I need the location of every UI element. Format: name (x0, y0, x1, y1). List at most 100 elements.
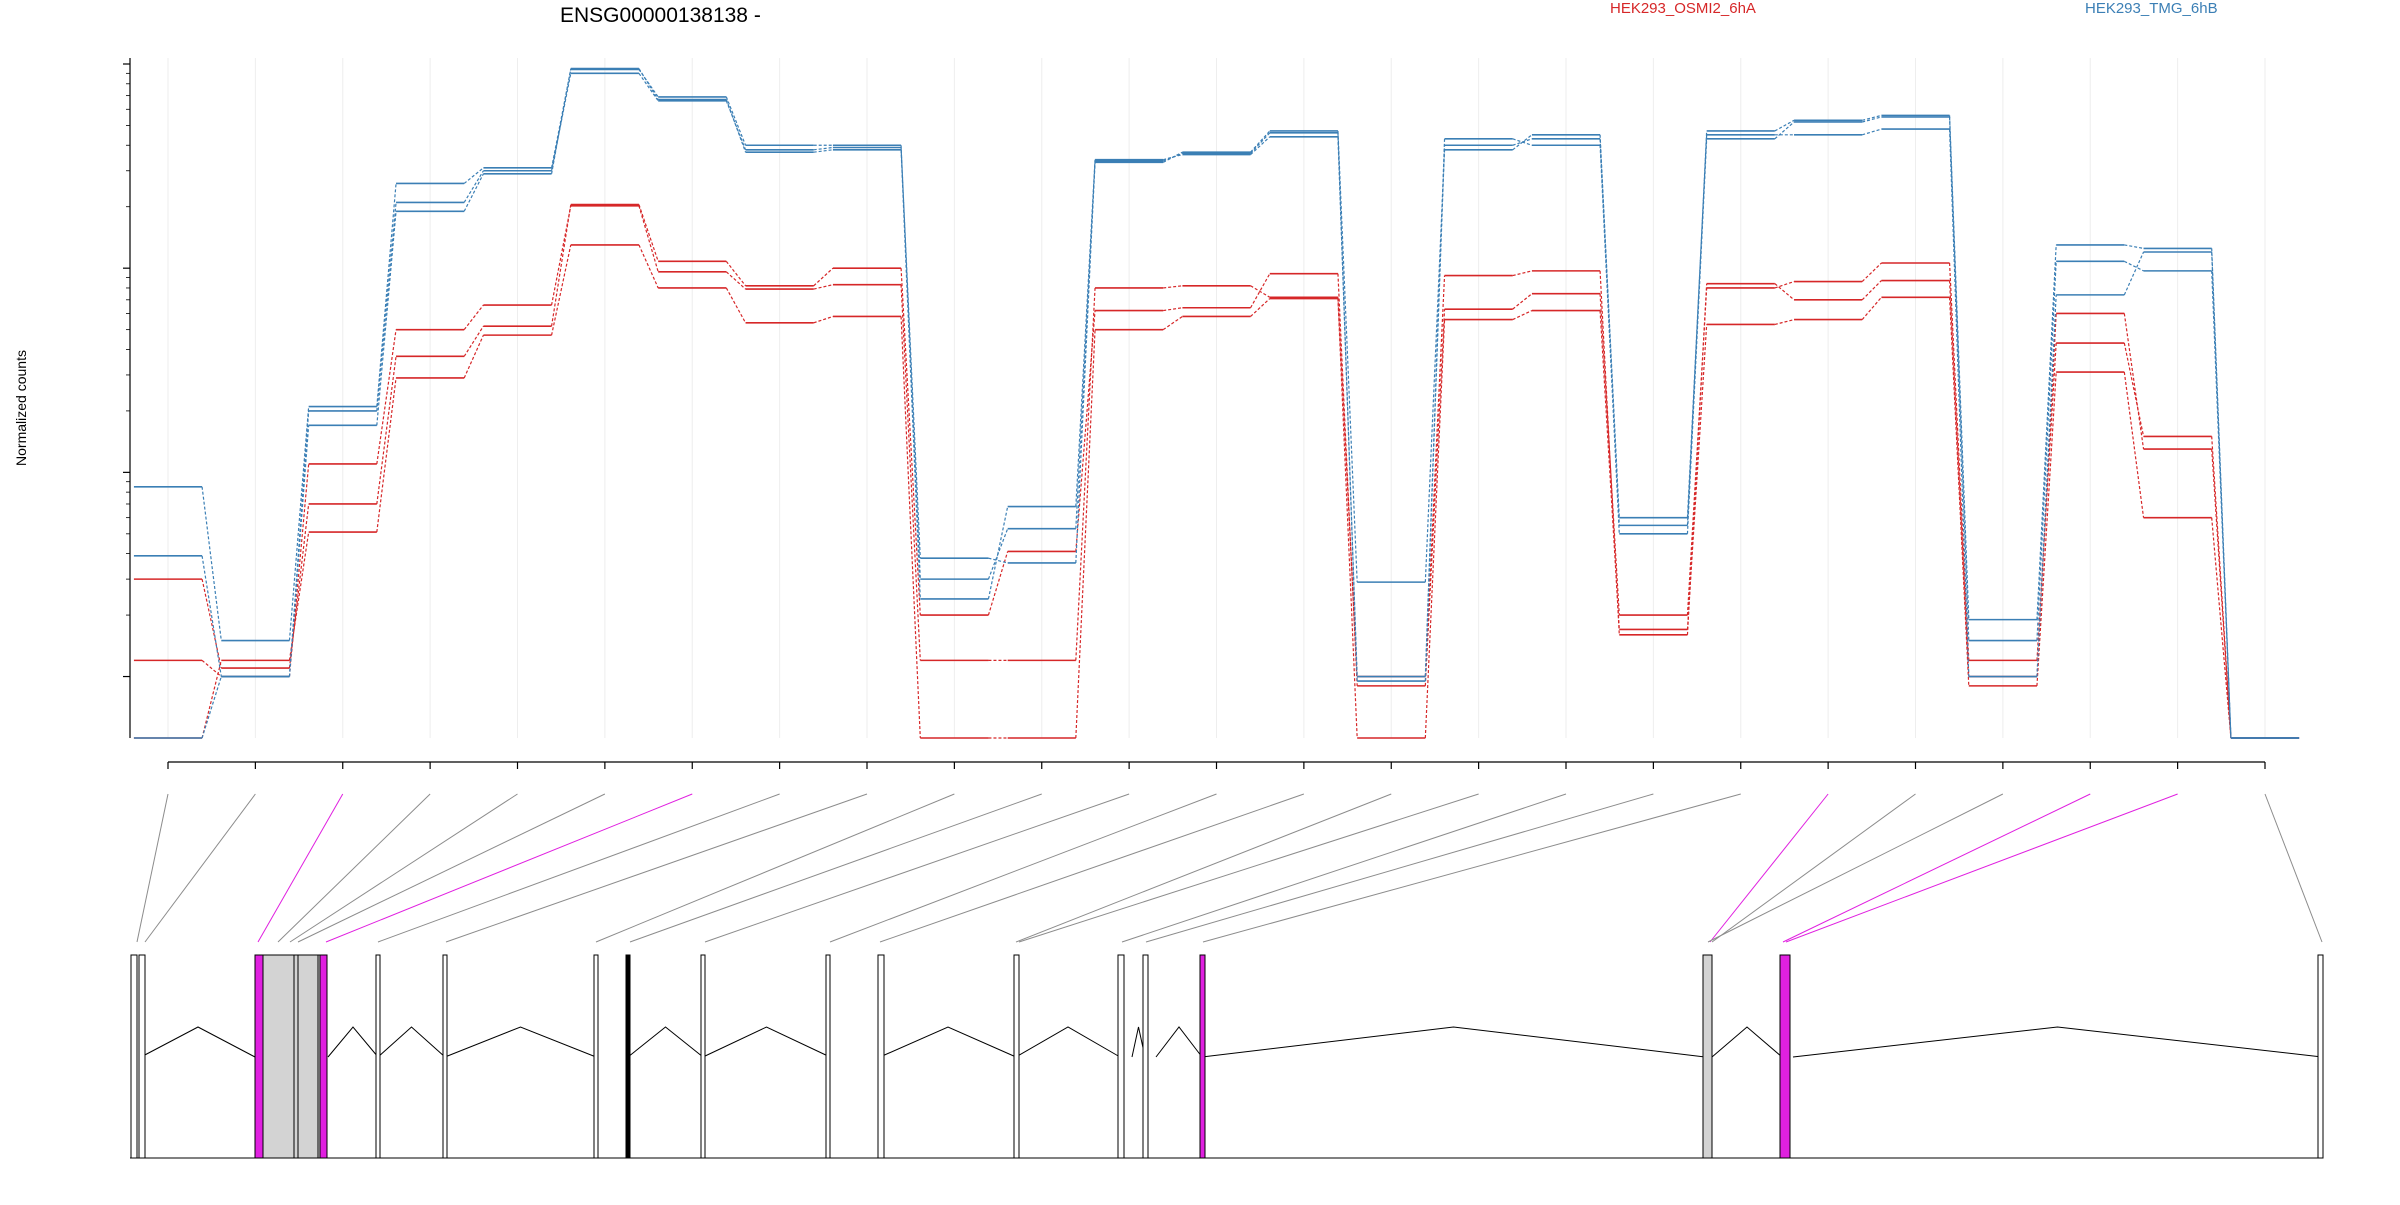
series-transition (201, 676, 222, 739)
exon-box (2317, 954, 2324, 1159)
exon-connector-E007 (325, 793, 693, 943)
series-transition (1163, 285, 1183, 289)
intron-line (377, 1026, 446, 1058)
exon-connector-E017 (1121, 793, 1567, 943)
series-transition (1512, 138, 1533, 146)
exon-connector-E003 (257, 793, 344, 943)
exon-connector-E012 (704, 793, 1130, 943)
series-transition (1337, 132, 1358, 682)
exon-box (254, 954, 264, 1159)
legend-entry-osmi2: HEK293_OSMI2_6hA (1610, 0, 1756, 17)
exon-connector-E002 (144, 793, 256, 943)
series-transition (1250, 136, 1271, 156)
exon-box (262, 954, 321, 1159)
series-transition (1424, 145, 1446, 682)
exon-box (825, 954, 831, 1159)
series-transition (2124, 244, 2144, 249)
series-transition (201, 660, 222, 739)
series-transition (201, 486, 222, 641)
series-transition (2036, 342, 2057, 661)
series-transition (1337, 298, 1358, 739)
series-transition (550, 205, 572, 306)
series-transition (2211, 270, 2232, 739)
intron-line (879, 1026, 1017, 1058)
series-transition (638, 244, 659, 289)
exon-box (625, 954, 631, 1159)
series-transition (725, 100, 747, 151)
series-transition (463, 173, 484, 212)
series-transition (463, 325, 484, 357)
series-transition (201, 578, 222, 669)
series-transition (1861, 262, 1882, 282)
series-transition (725, 99, 747, 153)
exon-box (375, 954, 381, 1159)
exon-connector-E019 (1202, 793, 1741, 943)
connector-layer (136, 793, 2323, 943)
series-transition (1337, 130, 1358, 583)
series-transition (1424, 319, 1446, 739)
intron-line (1201, 1026, 1706, 1058)
series-transition (201, 555, 222, 677)
series-transition (1250, 298, 1271, 317)
series-transition (1162, 152, 1183, 162)
grid-layer (167, 58, 2266, 738)
exon-connector-E025 (2264, 793, 2323, 943)
exon-box (319, 954, 328, 1159)
series-transition (638, 205, 659, 272)
series-transition (1948, 280, 1970, 677)
series-transition (463, 167, 484, 184)
series-transition (1250, 130, 1271, 153)
series-transition (1686, 283, 1708, 635)
series-transition (1599, 270, 1620, 635)
series-transition (1424, 149, 1446, 583)
intron-line (1155, 1026, 1203, 1058)
series-transition (1512, 293, 1533, 310)
series-transition (1075, 159, 1096, 507)
series-transition (813, 284, 834, 290)
series-transition (288, 410, 310, 677)
series-transition (1774, 280, 1795, 289)
series-transition (2036, 244, 2057, 620)
series-transition (550, 204, 572, 327)
exon-connector-E018 (1145, 793, 1654, 943)
series-transition (987, 506, 1009, 600)
series-transition (2036, 371, 2057, 686)
series-transition (1862, 128, 1882, 136)
series-transition (638, 72, 659, 102)
exon-box (700, 954, 706, 1159)
series-transition (1686, 134, 1708, 518)
exon-connector-E009 (445, 793, 868, 943)
series-transition (813, 267, 834, 287)
intron-line (1792, 1026, 2323, 1058)
intron-line (444, 1026, 597, 1058)
series-transition (1424, 275, 1446, 677)
series-transition (1686, 324, 1708, 630)
legend-entry-tmg: HEK293_TMG_6hB (2085, 0, 2218, 17)
series-transition (1862, 116, 1882, 123)
series-transition (1599, 138, 1620, 518)
series-transition (813, 146, 833, 151)
series-transition (725, 271, 746, 290)
exon-connector-E022 (1707, 793, 2004, 943)
series-transition (1075, 160, 1096, 563)
series-layer (133, 67, 2300, 739)
exon-connector-E013 (829, 793, 1217, 943)
series-transition (2211, 517, 2232, 739)
series-transition (1861, 296, 1882, 320)
series-transition (2211, 449, 2232, 739)
series-transition (1163, 307, 1183, 312)
exon-box (130, 954, 138, 1159)
series-transition (725, 287, 747, 324)
series-transition (1162, 315, 1183, 331)
series-transition (2123, 251, 2145, 296)
gene-model (130, 954, 2324, 1159)
exon-connector-E016 (1018, 793, 1479, 943)
series-transition (988, 557, 1008, 564)
series-transition (1075, 329, 1096, 739)
exon-box (1142, 954, 1149, 1159)
series-transition (463, 304, 484, 331)
exon-connector-E010 (595, 793, 955, 943)
series-transition (463, 170, 484, 203)
series-transition (376, 377, 397, 533)
